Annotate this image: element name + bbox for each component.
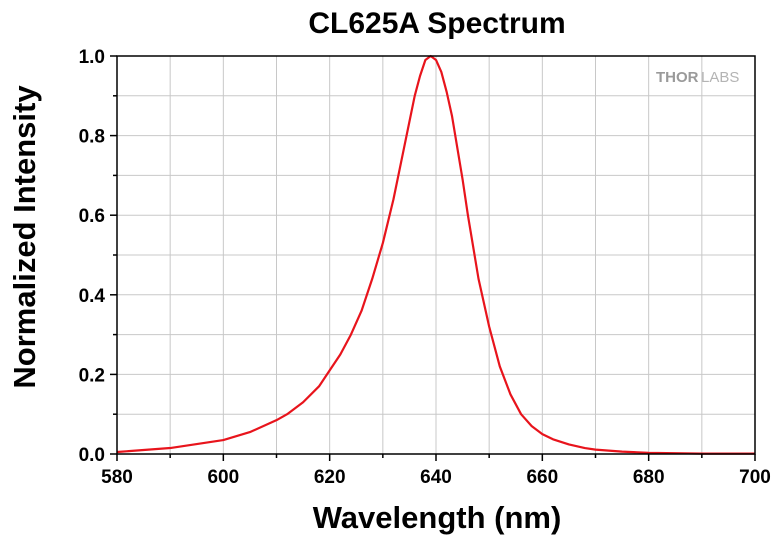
x-tick-label: 700: [739, 467, 771, 488]
x-tick-label: 600: [207, 467, 239, 488]
y-tick-label: 0.2: [79, 365, 105, 386]
y-axis-title: Normalized Intensity: [7, 85, 42, 389]
y-tick-label: 0.0: [79, 445, 105, 466]
grid-layer: [117, 56, 755, 454]
x-tick-label: 680: [633, 467, 665, 488]
x-tick-label: 660: [526, 467, 558, 488]
y-tick-label: 0.6: [79, 206, 105, 227]
chart-title: CL625A Spectrum: [308, 7, 565, 40]
x-tick-label: 640: [420, 467, 452, 488]
tick-layer: [110, 55, 756, 461]
x-axis-title: Wavelength (nm): [313, 500, 562, 535]
x-tick-label: 620: [314, 467, 346, 488]
y-tick-label: 1.0: [79, 47, 105, 68]
y-tick-label: 0.4: [79, 286, 106, 307]
x-tick-label: 580: [101, 467, 133, 488]
thorlabs-logo-text-light: LABS: [701, 69, 739, 86]
thorlabs-logo: THOR LABS: [656, 69, 739, 86]
thorlabs-logo-text: THOR: [656, 69, 699, 86]
tick-label-layer: 580 600 620 640 660 680 700 0.0 0.2 0.4 0.6 0.8 1.0: [79, 47, 771, 488]
curve-layer: [116, 54, 755, 455]
y-tick-label: 0.8: [79, 127, 105, 148]
spectrum-line: [116, 54, 755, 455]
